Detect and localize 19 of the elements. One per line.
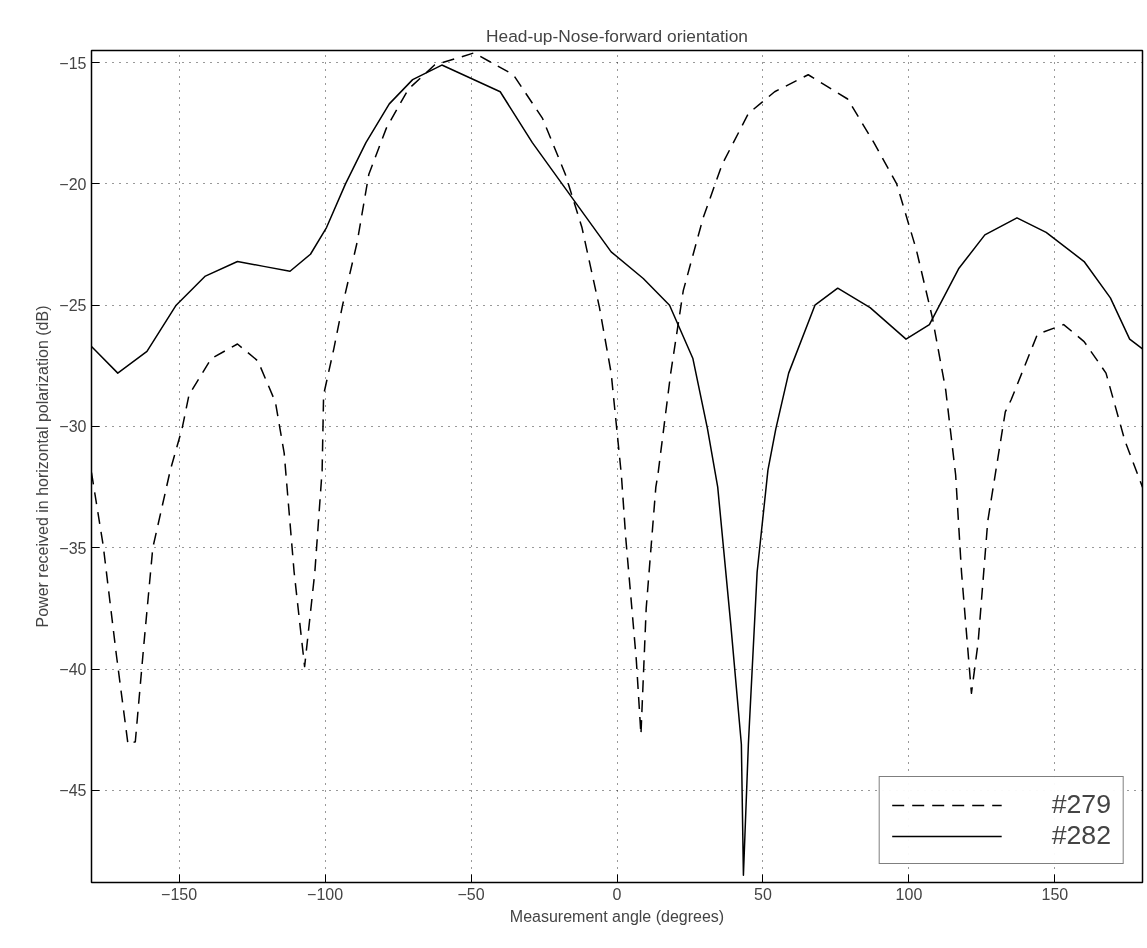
y-tick-label: −15 [59, 54, 87, 72]
y-axis-title: Power received in horizontal polarization (dB) [34, 305, 52, 628]
x-tick-label: −100 [307, 885, 344, 903]
legend-label: #279 [1051, 789, 1111, 820]
x-tick-label: 0 [612, 885, 622, 903]
chart-title: Head-up-Nose-forward orientation [486, 25, 748, 46]
x-tick-label: −50 [457, 885, 485, 903]
y-tick-label: −30 [59, 418, 87, 436]
x-tick-label: 50 [754, 885, 772, 903]
x-axis-title: Measurement angle (degrees) [509, 907, 725, 925]
y-tick-label: −25 [59, 297, 87, 315]
x-tick-label: 150 [1041, 885, 1069, 903]
y-tick-label: −20 [59, 175, 87, 193]
x-tick-label: 100 [895, 885, 923, 903]
y-tick-label: −35 [59, 539, 87, 557]
legend-label: #282 [1051, 820, 1111, 851]
y-tick-label: −40 [59, 661, 87, 679]
x-tick-label: −150 [161, 885, 198, 903]
y-tick-label: −45 [59, 782, 87, 800]
